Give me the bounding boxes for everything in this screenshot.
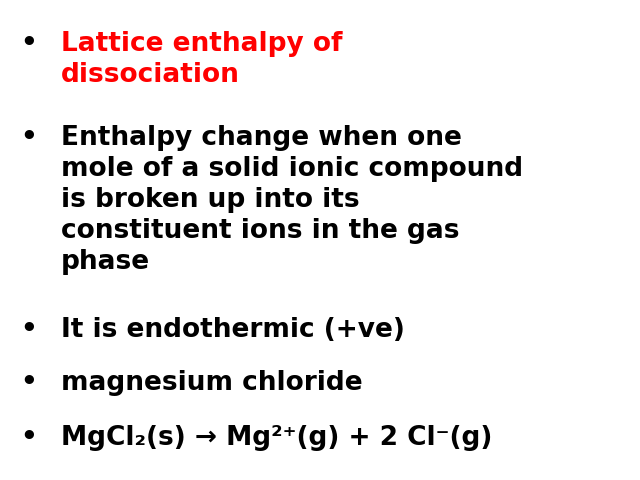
Text: MgCl₂(s) → Mg²⁺(g) + 2 Cl⁻(g): MgCl₂(s) → Mg²⁺(g) + 2 Cl⁻(g) <box>61 425 492 451</box>
Text: •: • <box>20 317 37 343</box>
Text: It is endothermic (+ve): It is endothermic (+ve) <box>61 317 404 343</box>
Text: •: • <box>20 425 37 451</box>
Text: •: • <box>20 370 37 396</box>
Text: Lattice enthalpy of
dissociation: Lattice enthalpy of dissociation <box>61 31 342 88</box>
Text: Enthalpy change when one
mole of a solid ionic compound
is broken up into its
co: Enthalpy change when one mole of a solid… <box>61 125 523 275</box>
Text: magnesium chloride: magnesium chloride <box>61 370 362 396</box>
Text: •: • <box>20 31 37 57</box>
Text: •: • <box>20 125 37 151</box>
